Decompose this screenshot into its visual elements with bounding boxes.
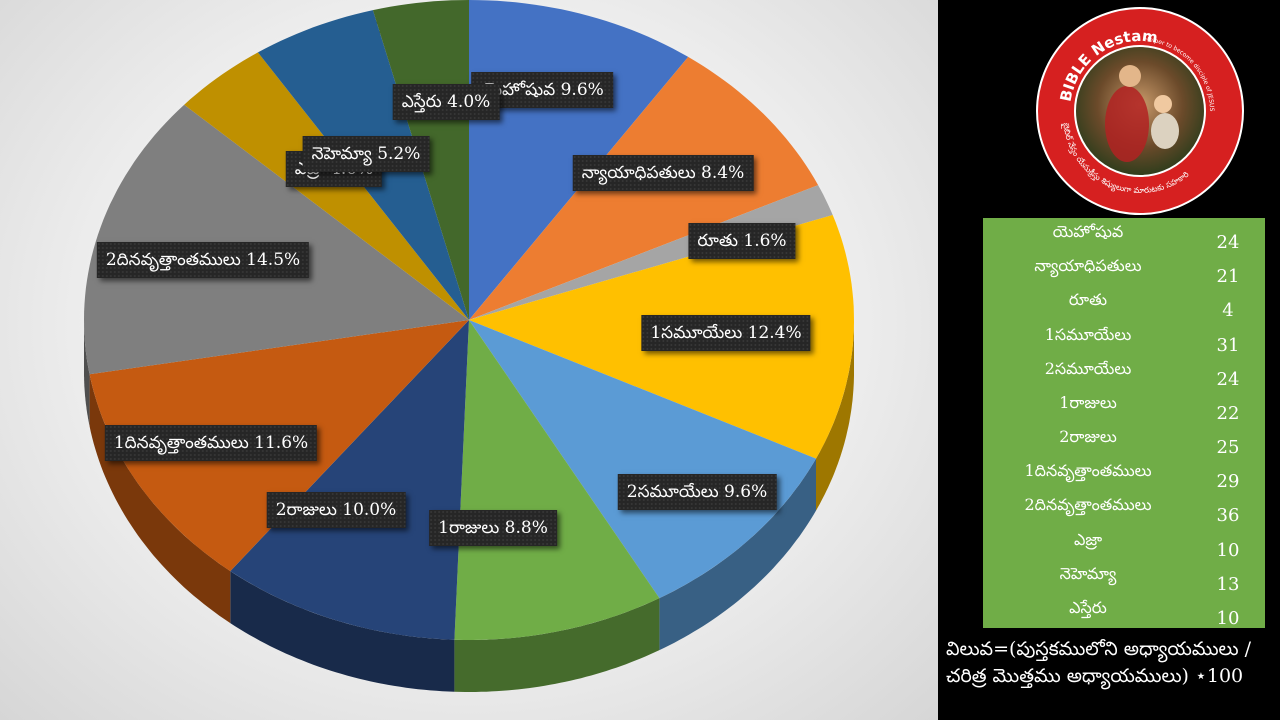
table-row: ఎజ్రా 10 bbox=[983, 526, 1265, 561]
table-book-name: రూతు bbox=[1068, 290, 1108, 310]
data-label-name: నెహెమ్యా bbox=[311, 144, 372, 164]
data-label-percent: 12.4% bbox=[747, 323, 802, 343]
table-row: యెహోషువ 24 bbox=[983, 218, 1265, 253]
table-book-name: 1దినవృత్తాంతములు bbox=[1024, 461, 1152, 481]
table-row: ఎస్తేరు 10 bbox=[983, 594, 1265, 629]
pie-slices bbox=[84, 0, 854, 640]
table-book-name: ఎస్తేరు bbox=[1069, 597, 1107, 617]
data-label-name: 2సమూయేలు bbox=[626, 482, 719, 502]
data-label-percent: 9.6% bbox=[724, 482, 768, 502]
table-chapter-count: 25 bbox=[1216, 437, 1240, 458]
table-book-name: న్యాయాధిపతులు bbox=[1034, 256, 1142, 276]
data-label-percent: 1.6% bbox=[743, 231, 787, 251]
data-label-percent: 10.0% bbox=[342, 500, 397, 520]
pie-side-5 bbox=[454, 598, 660, 692]
table-book-name: 1సమూయేలు bbox=[1044, 324, 1132, 344]
table-book-name: యెహోషువ bbox=[1052, 222, 1124, 241]
pie-side-7 bbox=[89, 374, 231, 624]
table-row: 2రాజులు 25 bbox=[983, 423, 1265, 458]
pie-slice bbox=[469, 320, 816, 599]
table-book-name: నెహెమ్యా bbox=[1059, 563, 1117, 583]
table-row: రూతు 4 bbox=[983, 286, 1265, 322]
table-chapter-count: 22 bbox=[1216, 402, 1240, 424]
data-label-percent: 4.0% bbox=[447, 92, 491, 112]
table-book-name: 2దినవృత్తాంతములు bbox=[1024, 495, 1152, 515]
table-book-name: 2రాజులు bbox=[1059, 427, 1117, 446]
data-label-name: 2రాజులు bbox=[275, 500, 337, 520]
table-book-name: 2సమూయేలు bbox=[1044, 358, 1132, 378]
data-label-percent: 8.4% bbox=[701, 163, 745, 183]
data-label: రూతు 1.6% bbox=[688, 223, 796, 259]
data-label-percent: 9.6% bbox=[560, 80, 604, 100]
pie-side-4 bbox=[659, 458, 816, 651]
table-book-name: ఎజ్రా bbox=[1073, 529, 1103, 549]
table-chapter-count: 24 bbox=[1216, 232, 1240, 253]
data-label: నెహెమ్యా 5.2% bbox=[302, 136, 430, 172]
data-label-percent: 11.6% bbox=[254, 433, 309, 453]
table-chapter-count: 36 bbox=[1216, 505, 1240, 527]
table-chapter-count: 13 bbox=[1216, 573, 1240, 595]
data-table: యెహోషువ 24 న్యాయాధిపతులు 21 రూతు 4 1సమూయేలు 31 2… bbox=[983, 218, 1265, 629]
table-chapter-count: 29 bbox=[1216, 471, 1240, 493]
table-row: 1దినవృత్తాంతములు 29 bbox=[983, 457, 1265, 493]
table-row: 1సమూయేలు 31 bbox=[983, 321, 1265, 356]
data-label: 1రాజులు 8.8% bbox=[429, 510, 557, 546]
table-row: న్యాయాధిపతులు 21 bbox=[983, 252, 1265, 288]
table-chapter-count: 24 bbox=[1216, 368, 1240, 390]
pie-slice bbox=[84, 104, 469, 375]
table-row: 1రాజులు 22 bbox=[983, 389, 1265, 424]
table-chapter-count: 10 bbox=[1216, 539, 1240, 561]
chart-panel: చరిత్ర (అధ్యాయములు) యెహోషువ 9.6%న్యాయాధి… bbox=[0, 0, 938, 720]
data-label: 1దినవృత్తాంతములు 11.6% bbox=[104, 425, 318, 461]
data-label-percent: 5.2% bbox=[377, 144, 421, 164]
bible-nestam-logo: BIBLE Nestam Helper to become disciple o… bbox=[1035, 6, 1244, 215]
pie-slice bbox=[469, 185, 833, 320]
data-label: 2దినవృత్తాంతములు 14.5% bbox=[96, 242, 310, 278]
data-label-name: 2దినవృత్తాంతములు bbox=[105, 250, 241, 270]
table-chapter-count: 4 bbox=[1222, 300, 1234, 322]
pie-side-8 bbox=[84, 320, 90, 427]
data-label-name: న్యాయాధిపతులు bbox=[581, 163, 696, 183]
table-chapter-count: 21 bbox=[1216, 266, 1240, 288]
data-label-name: 1దినవృత్తాంతములు bbox=[113, 433, 249, 453]
pie-slice bbox=[230, 320, 469, 640]
pie-side-6 bbox=[230, 571, 455, 692]
data-label-percent: 14.5% bbox=[246, 250, 301, 270]
data-label: 1సమూయేలు 12.4% bbox=[641, 315, 811, 351]
data-label: న్యాయాధిపతులు 8.4% bbox=[572, 155, 754, 191]
table-book-name: 1రాజులు bbox=[1059, 392, 1117, 412]
data-label-name: 1రాజులు bbox=[438, 518, 500, 538]
pie-slice bbox=[454, 320, 660, 640]
data-label-name: 1సమూయేలు bbox=[650, 323, 743, 343]
data-label-name: రూతు bbox=[697, 231, 738, 251]
pie-side-3 bbox=[816, 320, 854, 511]
data-label: 2సమూయేలు 9.6% bbox=[617, 474, 777, 510]
formula-note: విలువ=(పుస్తకములోని అధ్యాయములు / చరిత్ర … bbox=[946, 638, 1252, 687]
table-row: 2దినవృత్తాంతములు 36 bbox=[983, 491, 1265, 527]
table-chapter-count: 31 bbox=[1216, 334, 1240, 356]
pie-chart bbox=[84, 0, 854, 692]
data-label: 2రాజులు 10.0% bbox=[266, 492, 406, 528]
data-label-percent: 8.8% bbox=[504, 518, 548, 538]
pie-side-walls bbox=[84, 320, 854, 692]
data-label: ఎస్తేరు 4.0% bbox=[392, 84, 500, 120]
table-row: 2సమూయేలు 24 bbox=[983, 355, 1265, 390]
table-row: నెహెమ్యా 13 bbox=[983, 560, 1265, 595]
table-chapter-count: 10 bbox=[1216, 607, 1240, 629]
data-label-name: ఎస్తేరు bbox=[401, 92, 442, 112]
